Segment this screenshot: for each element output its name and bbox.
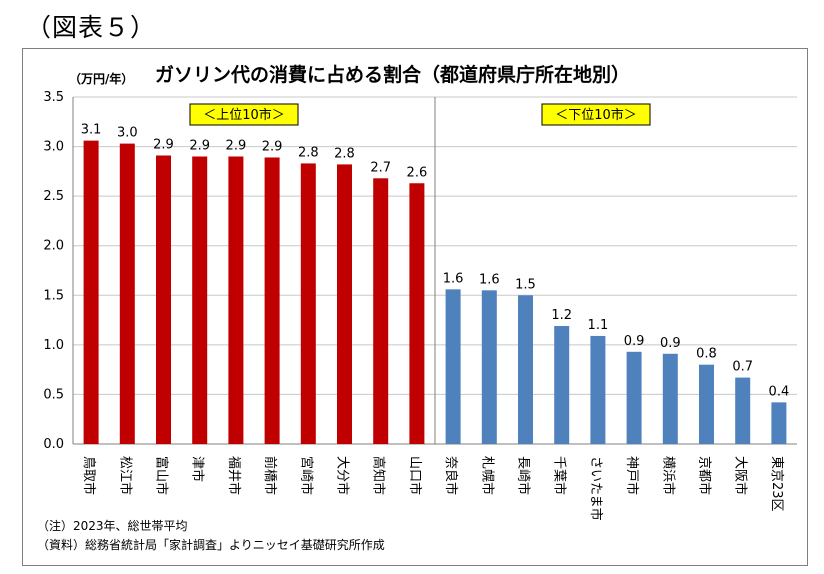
bar bbox=[518, 295, 533, 444]
category-label: 千葉市 bbox=[552, 456, 568, 495]
bar bbox=[409, 183, 425, 445]
bar bbox=[156, 155, 171, 444]
gridlines bbox=[72, 96, 797, 445]
value-label: 2.6 bbox=[407, 165, 428, 180]
note-line: （注）2023年、総世帯平均 bbox=[37, 518, 188, 533]
category-label: 高知市 bbox=[371, 456, 387, 495]
value-label: 1.6 bbox=[479, 272, 500, 287]
group-label: ＜下位10市＞ bbox=[555, 107, 637, 123]
value-label: 1.6 bbox=[443, 271, 464, 286]
category-label: 京都市 bbox=[697, 456, 713, 495]
category-label: 大阪市 bbox=[733, 456, 749, 495]
category-label: 横浜市 bbox=[660, 456, 676, 495]
value-labels: 3.1 3.0 2.9 2.9 2.9 2.9 2.8 2.8 2.7 2.6 1.6 1.6 1.5 1… bbox=[81, 123, 789, 400]
category-label: 鳥取市 bbox=[81, 456, 97, 495]
value-label: 0.9 bbox=[624, 334, 645, 349]
chart-title: ガソリン代の消費に占める割合（都道府県庁所在地別） bbox=[155, 63, 630, 86]
value-label: 0.8 bbox=[696, 347, 717, 362]
bar bbox=[83, 140, 99, 444]
bar bbox=[264, 157, 280, 444]
value-label: 2.9 bbox=[153, 137, 174, 152]
bar bbox=[699, 364, 714, 444]
value-label: 3.1 bbox=[81, 123, 102, 138]
value-label: 2.9 bbox=[226, 138, 247, 153]
y-tick-label: 3.0 bbox=[43, 140, 64, 155]
group-label-box bbox=[189, 103, 299, 126]
bar bbox=[662, 353, 678, 444]
chart-frame: （万円/年） ガソリン代の消費に占める割合（都道府県庁所在地別） 0.0 0.5 1… bbox=[22, 48, 808, 566]
value-label: 2.9 bbox=[189, 138, 210, 153]
bar-chart: （万円/年） ガソリン代の消費に占める割合（都道府県庁所在地別） 0.0 0.5 1… bbox=[37, 63, 797, 552]
bar bbox=[337, 164, 352, 444]
value-label: 2.7 bbox=[370, 160, 391, 175]
y-tick-label: 2.0 bbox=[43, 239, 64, 254]
value-label: 2.9 bbox=[262, 139, 283, 154]
y-tick-label: 3.5 bbox=[43, 90, 64, 105]
bar bbox=[445, 289, 461, 444]
category-label: 福井市 bbox=[226, 456, 242, 495]
value-label: 1.1 bbox=[588, 318, 609, 333]
y-axis-ticks: 0.0 0.5 1.0 1.5 2.0 2.5 3.0 3.5 bbox=[43, 90, 64, 452]
y-tick-label: 1.5 bbox=[43, 288, 64, 303]
category-label: 宮崎市 bbox=[298, 456, 314, 495]
category-label: 長崎市 bbox=[516, 456, 532, 495]
bar bbox=[481, 290, 497, 444]
group-label-box bbox=[541, 103, 651, 126]
category-label: 津市 bbox=[190, 456, 206, 482]
category-label: 奈良市 bbox=[443, 456, 459, 495]
bar bbox=[735, 377, 751, 444]
category-label: 山口市 bbox=[407, 456, 423, 495]
y-tick-label: 0.0 bbox=[43, 437, 64, 452]
category-label: 札幌市 bbox=[479, 456, 495, 495]
bar bbox=[771, 402, 787, 444]
category-label: 神戸市 bbox=[624, 456, 640, 495]
group-label: ＜上位10市＞ bbox=[203, 107, 285, 123]
bar bbox=[554, 326, 570, 444]
value-label: 1.5 bbox=[515, 277, 536, 292]
group-labels: ＜上位10市＞ ＜下位10市＞ bbox=[189, 103, 651, 126]
bar bbox=[590, 335, 606, 444]
bar bbox=[626, 351, 642, 444]
value-label: 0.4 bbox=[769, 384, 790, 399]
category-label: 富山市 bbox=[154, 456, 170, 495]
y-tick-label: 2.5 bbox=[43, 189, 64, 204]
bar bbox=[192, 156, 208, 444]
category-label: 東京23区 bbox=[769, 456, 785, 512]
bar bbox=[119, 143, 135, 444]
category-labels: 鳥取市 松江市 富山市 津市 福井市 前橋市 宮崎市 大分市 高知市 山口市 奈良市 札幌市 長崎市 千葉… bbox=[81, 456, 785, 521]
category-label: さいたま市 bbox=[588, 456, 604, 521]
value-label: 1.2 bbox=[551, 308, 572, 323]
figure-label: （図表５） bbox=[26, 13, 157, 42]
bars bbox=[83, 140, 787, 445]
y-tick-label: 1.0 bbox=[43, 338, 64, 353]
value-label: 2.8 bbox=[334, 146, 355, 161]
category-label: 大分市 bbox=[335, 456, 351, 495]
category-label: 松江市 bbox=[117, 456, 133, 495]
y-tick-label: 0.5 bbox=[43, 387, 64, 402]
bar bbox=[300, 163, 316, 444]
y-unit-label: （万円/年） bbox=[69, 71, 133, 86]
value-label: 0.7 bbox=[732, 360, 753, 375]
category-label: 前橋市 bbox=[262, 456, 278, 495]
source-line: （資料）総務省統計局「家計調査」よりニッセイ基礎研究所作成 bbox=[37, 537, 385, 552]
bar bbox=[228, 156, 244, 444]
value-label: 2.8 bbox=[298, 145, 319, 160]
value-label: 3.0 bbox=[117, 126, 138, 141]
value-label: 0.9 bbox=[660, 336, 681, 351]
bar bbox=[373, 178, 389, 444]
